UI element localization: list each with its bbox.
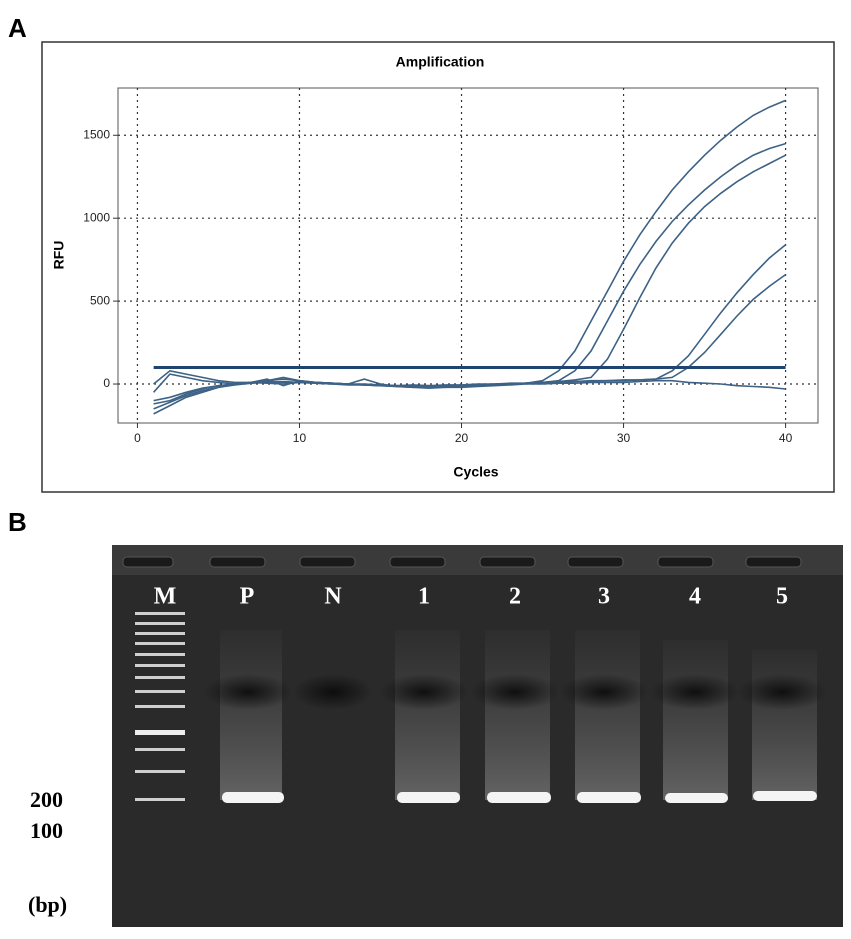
y-tick-label: 500 (90, 293, 110, 307)
x-tick-label: 40 (779, 431, 793, 445)
size-label: (bp) (28, 892, 67, 917)
well (479, 556, 536, 568)
well (657, 556, 714, 568)
ladder-band (135, 705, 185, 708)
well (299, 556, 356, 568)
size-label: 200 (30, 787, 63, 812)
dark-band (737, 674, 827, 710)
well (122, 556, 174, 568)
x-tick-label: 20 (455, 431, 469, 445)
plot: 0 10 20 30 40 0 500 1000 1500 (83, 87, 819, 445)
plot-area (117, 87, 819, 424)
panel-label: A (8, 13, 27, 43)
lane-label: M (154, 584, 177, 610)
ladder-band (135, 642, 185, 645)
well (567, 556, 624, 568)
dark-band (650, 674, 740, 710)
y-tick-label: 0 (103, 376, 110, 390)
smear (663, 640, 728, 800)
ladder-band (135, 632, 185, 635)
chart-title: Amplification (396, 54, 485, 70)
smear (220, 630, 282, 800)
ladder-band (135, 676, 185, 679)
ladder-band (135, 612, 185, 615)
size-label: 100 (30, 818, 63, 843)
smear (485, 630, 550, 800)
dark-band (559, 674, 649, 710)
ladder-band (135, 798, 185, 801)
x-tick-label: 10 (293, 431, 307, 445)
dark-band (379, 674, 469, 710)
lane-label: 2 (509, 584, 521, 610)
y-tick-label: 1000 (83, 210, 110, 224)
lane-label: 5 (776, 584, 788, 610)
ladder-band (135, 748, 185, 751)
band (222, 792, 284, 803)
well (389, 556, 446, 568)
panel-label: B (8, 507, 27, 537)
y-axis-label: RFU (51, 241, 67, 270)
lane-label: 3 (598, 584, 610, 610)
ladder-band (135, 690, 185, 693)
band (753, 791, 817, 801)
ladder-band (135, 770, 185, 773)
lane-label: P (240, 584, 255, 610)
amplification-curve (153, 369, 786, 390)
band (665, 793, 728, 803)
x-tick-label: 30 (617, 431, 631, 445)
band (577, 792, 641, 803)
well (209, 556, 266, 568)
band (397, 792, 460, 803)
dark-band (293, 674, 373, 710)
gel-image (112, 545, 843, 927)
x-axis-label: Cycles (453, 464, 498, 480)
smear (752, 650, 817, 800)
y-tick-label: 1500 (83, 127, 110, 141)
ladder-band (135, 730, 185, 735)
lane-label: 1 (418, 584, 430, 610)
smear (395, 630, 460, 800)
x-tick-label: 0 (134, 431, 141, 445)
ladder-band (135, 664, 185, 667)
ladder-band (135, 653, 185, 656)
well (745, 556, 802, 568)
lane-label: 4 (689, 584, 701, 610)
ladder-band (135, 622, 185, 625)
lane-label: N (324, 584, 342, 610)
band (487, 792, 551, 803)
amplification-curve (153, 273, 787, 405)
dark-band (470, 674, 560, 710)
smear (575, 630, 640, 800)
dark-band (203, 674, 293, 710)
